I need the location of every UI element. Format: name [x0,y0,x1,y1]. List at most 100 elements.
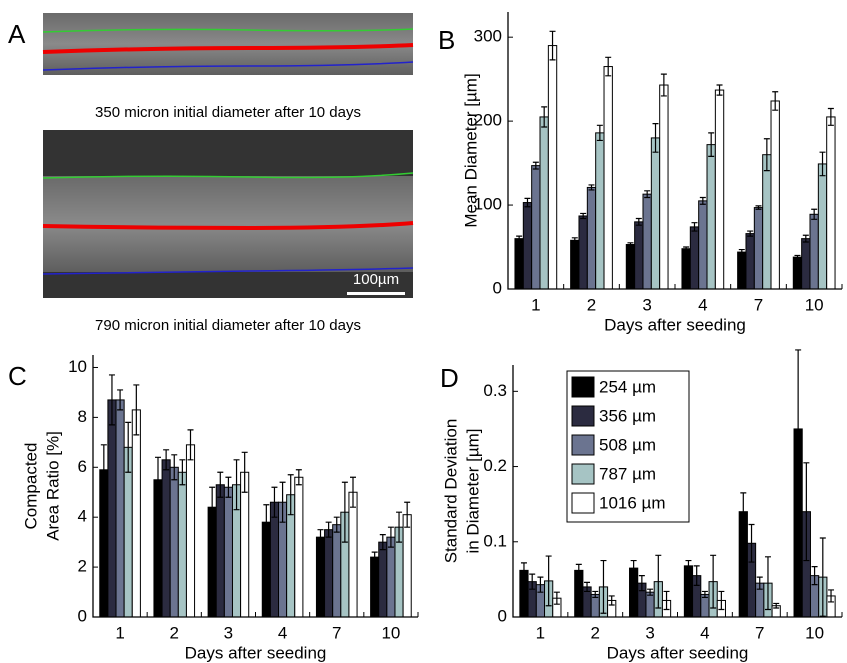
bar [570,239,580,290]
x-axis-label: Days after seeding [185,643,327,662]
bar [223,486,233,618]
bar [770,100,780,290]
y-tick-label: 0.2 [483,456,507,475]
error-bar [295,469,302,486]
error-bar [396,511,403,543]
axis [507,12,842,290]
bar [215,484,225,618]
error-bar [794,254,801,260]
y-tick-label: 0 [78,606,87,625]
error-bar [635,217,642,226]
bar [386,536,396,618]
x-tick-label: 4 [278,623,287,642]
x-tick-label: 3 [224,623,233,642]
y-axis-label: Standard Deviation [441,419,460,564]
error-bar [685,559,692,572]
error-bar [371,551,378,563]
error-bar [241,451,248,493]
error-bar [802,234,809,243]
y-tick-label: 10 [68,357,87,376]
error-bar [756,576,763,590]
error-bar [100,444,107,496]
error-bar [575,563,582,577]
error-bar [710,554,717,609]
x-tick-label: 10 [805,295,824,314]
error-bar [379,534,386,551]
bar [370,556,380,618]
axis [512,365,842,618]
y-tick-label: 200 [474,111,502,130]
bar [634,221,644,290]
bar [547,45,558,290]
error-bar [163,449,170,471]
error-bar [233,459,240,511]
x-tick-label: 7 [754,295,763,314]
error-bar [325,521,332,538]
error-bar [738,248,745,256]
legend-swatch [571,434,595,456]
legend-label: 1016 µm [599,493,666,512]
bar [645,591,655,618]
bar [315,536,326,618]
error-bar [532,161,539,170]
y-axis-label: Mean Diameter [µm] [461,73,480,227]
image-caption: 790 micron initial diameter after 10 day… [95,317,361,334]
bar [539,116,549,290]
error-bar [630,559,637,577]
error-bar [108,374,115,426]
bar [348,491,358,618]
legend-label: 508 µm [599,435,656,454]
scale-bar-label: 100µm [353,271,399,288]
error-bar [350,476,356,508]
error-bar [187,429,194,461]
bar [625,244,636,290]
x-axis-label: Days after seeding [607,643,749,662]
x-tick-label: 4 [698,295,707,314]
bar [753,207,764,290]
bar [650,137,661,290]
error-bar [171,454,178,481]
error-bar [133,384,140,436]
error-bar [811,566,818,586]
bar [402,514,412,618]
error-bar [117,389,124,411]
error-bar [747,230,754,237]
image-caption: 350 micron initial diameter after 10 day… [95,104,361,121]
bar [603,66,613,290]
x-axis-label: Days after seeding [604,315,746,334]
error-bar [600,559,607,614]
y-axis-label: in Diameter [µm] [463,428,482,553]
error-bar [652,123,659,153]
error-bar [541,106,548,128]
error-bar [647,588,654,596]
x-tick-label: 10 [381,623,400,642]
y-tick-label: 0 [493,278,502,297]
error-bar [655,554,662,609]
panel-label: D [440,363,459,393]
y-tick-label: 2 [78,557,87,576]
error-bar [660,73,667,97]
error-bar [693,565,700,587]
y-tick-label: 300 [474,27,502,46]
bar [514,238,524,290]
bar [737,251,747,290]
panel-label: B [438,25,455,55]
error-bar [404,501,411,528]
error-bar [520,562,527,579]
error-bar [605,56,612,77]
bar [522,202,533,290]
x-tick-label: 7 [755,623,764,642]
error-bar [155,456,161,503]
y-axis-label: Area Ratio [%] [43,431,62,541]
x-tick-label: 4 [700,623,709,642]
bar [714,89,725,290]
panel-label: C [8,361,27,391]
error-bar [772,91,779,111]
y-tick-label: 0.3 [483,381,507,400]
legend-swatch [571,405,595,427]
bar [801,238,811,290]
error-bar [549,30,556,61]
error-bar [209,486,216,528]
legend-label: 254 µm [599,377,656,396]
error-bar [125,421,132,473]
